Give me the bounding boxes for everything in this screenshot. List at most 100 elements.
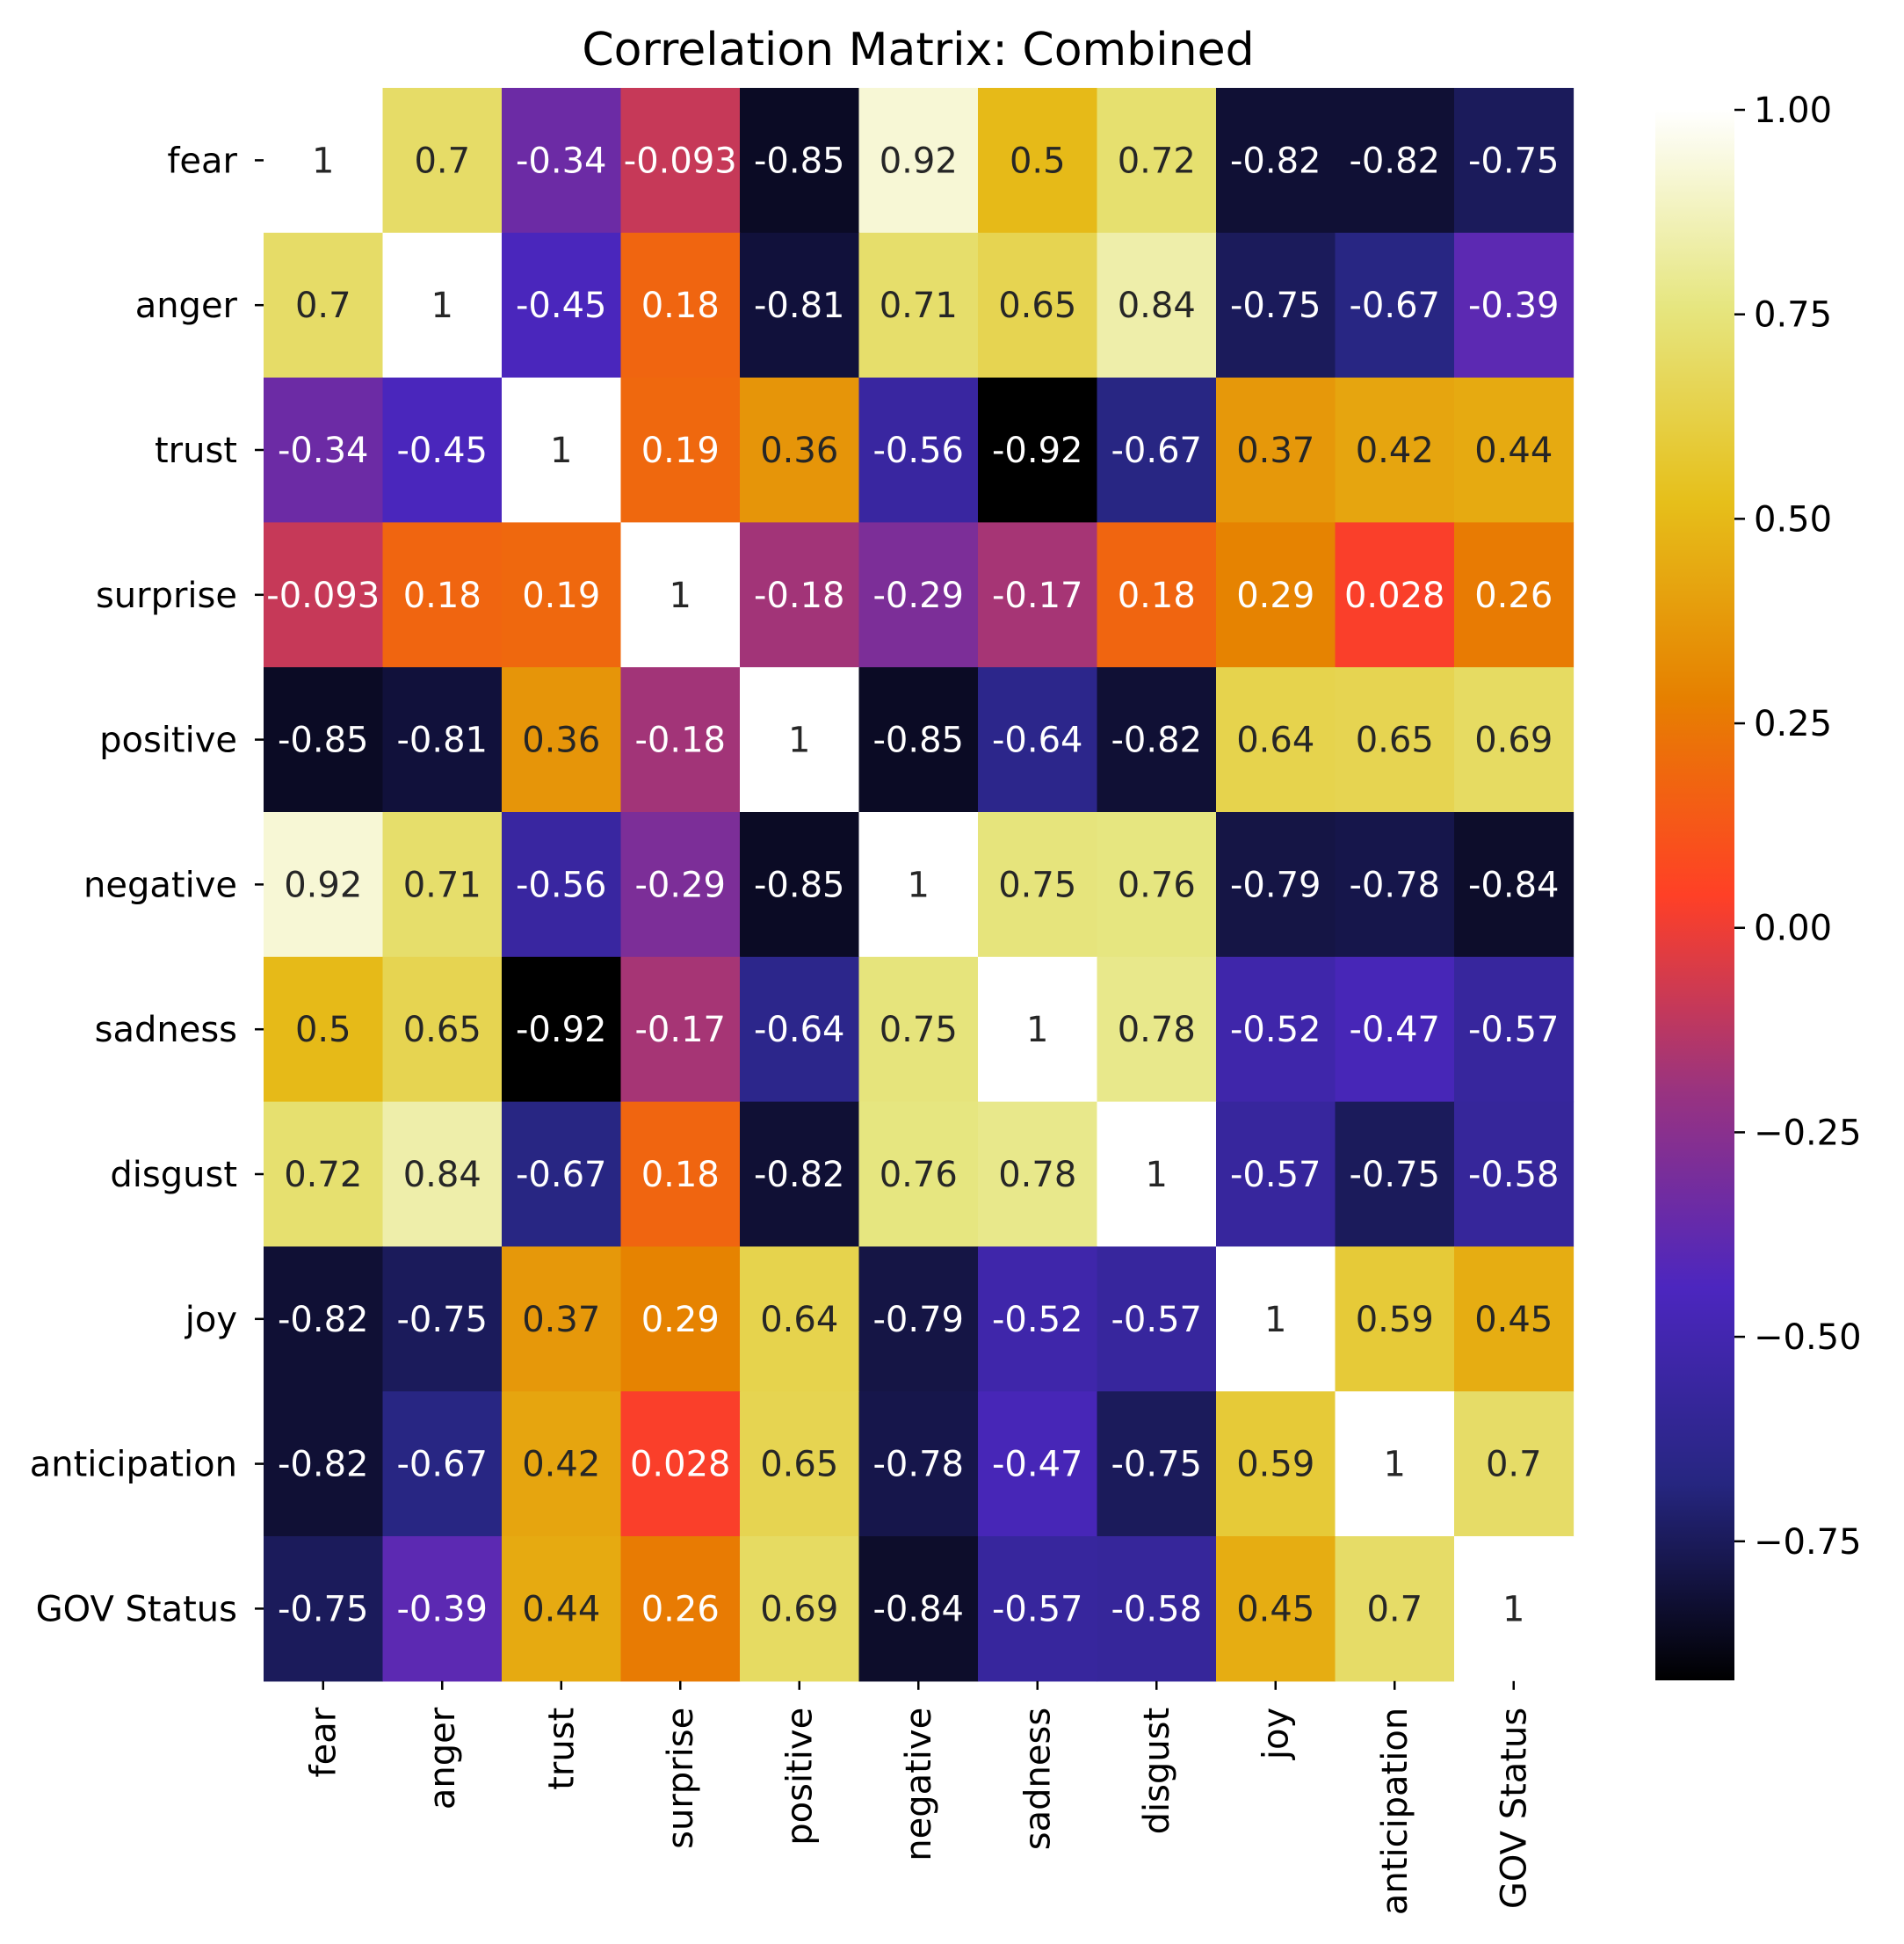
cell-value-label: 1 bbox=[431, 286, 453, 326]
x-tick-label: disgust bbox=[1137, 1708, 1177, 1835]
cell-value-label: -0.67 bbox=[397, 1445, 489, 1485]
cell-value-label: 0.18 bbox=[641, 286, 720, 326]
heatmap-cell bbox=[502, 1391, 622, 1537]
heatmap-cell bbox=[382, 1246, 503, 1392]
heatmap-cell bbox=[264, 522, 384, 668]
heatmap-cell bbox=[264, 812, 384, 958]
cell-value-label: 1 bbox=[1146, 1155, 1168, 1195]
cell-value-label: 0.64 bbox=[760, 1300, 838, 1340]
heatmap-cell bbox=[1335, 1246, 1455, 1392]
cell-value-label: -0.85 bbox=[754, 141, 845, 181]
cell-value-label: -0.85 bbox=[278, 721, 369, 761]
heatmap-cell bbox=[1097, 1101, 1217, 1247]
cell-value-label: 1 bbox=[670, 576, 691, 616]
heatmap-cell bbox=[1454, 377, 1575, 523]
heatmap-cell bbox=[620, 88, 741, 234]
heatmap-cell bbox=[620, 232, 741, 379]
cell-value-label: -0.52 bbox=[1230, 1010, 1321, 1050]
cell-value-label: 0.42 bbox=[522, 1445, 600, 1485]
cell-value-label: 1 bbox=[788, 721, 810, 761]
heatmap-cell bbox=[502, 88, 622, 234]
x-tick-label: sadness bbox=[1018, 1708, 1059, 1850]
heatmap-cell bbox=[382, 377, 503, 523]
cell-value-label: -0.75 bbox=[1468, 141, 1560, 181]
heatmap-cell bbox=[620, 522, 741, 668]
heatmap-cell bbox=[1454, 667, 1575, 813]
cell-value-label: 0.44 bbox=[1474, 431, 1553, 471]
x-tick-label: negative bbox=[899, 1708, 939, 1861]
heatmap-cell bbox=[1454, 1536, 1575, 1682]
heatmap-cell bbox=[264, 377, 384, 523]
heatmap-cell bbox=[264, 1246, 384, 1392]
cell-value-label: 0.29 bbox=[1236, 576, 1314, 616]
heatmap-cell bbox=[740, 1246, 860, 1392]
cell-value-label: -0.34 bbox=[516, 141, 607, 181]
x-tick-label: trust bbox=[542, 1708, 583, 1790]
heatmap-cell bbox=[1335, 377, 1455, 523]
cell-value-label: -0.82 bbox=[754, 1155, 845, 1195]
heatmap-cell bbox=[382, 232, 503, 379]
heatmap-cell bbox=[978, 1101, 1098, 1247]
y-tick-label: sadness bbox=[95, 1010, 237, 1050]
heatmap-cell bbox=[382, 667, 503, 813]
y-tick-label: negative bbox=[83, 865, 237, 905]
heatmap-cell bbox=[978, 232, 1098, 379]
x-tick-label: positive bbox=[780, 1708, 821, 1846]
cell-value-label: -0.64 bbox=[992, 721, 1083, 761]
cell-value-label: 0.5 bbox=[1010, 141, 1066, 181]
cell-value-label: 0.64 bbox=[1236, 721, 1314, 761]
heatmap-cell bbox=[620, 812, 741, 958]
heatmap-cell bbox=[502, 1246, 622, 1392]
colorbar-tick-label: 0.25 bbox=[1754, 704, 1832, 744]
cell-value-label: 0.36 bbox=[522, 721, 600, 761]
colorbar: 1.00 0.75 0.50 0.25 0.00 −0.25 −0.50 −0.75 bbox=[1655, 91, 1862, 1680]
cell-value-label: -0.79 bbox=[1230, 865, 1321, 905]
cell-value-label: -0.34 bbox=[278, 431, 369, 471]
cell-value-label: 0.028 bbox=[630, 1445, 731, 1485]
cell-value-label: 0.26 bbox=[1474, 576, 1553, 616]
heatmap-cell bbox=[1097, 812, 1217, 958]
cell-value-label: 0.76 bbox=[1118, 865, 1196, 905]
cell-value-label: 0.44 bbox=[522, 1589, 600, 1629]
heatmap-cell bbox=[1097, 956, 1217, 1103]
heatmap-cell bbox=[740, 812, 860, 958]
heatmap-cell bbox=[502, 1536, 622, 1682]
heatmap-cell bbox=[620, 1101, 741, 1247]
heatmap-cell bbox=[1216, 522, 1336, 668]
cell-value-label: -0.67 bbox=[516, 1155, 607, 1195]
heatmap-cell bbox=[264, 667, 384, 813]
y-tick-label: surprise bbox=[96, 576, 237, 616]
heatmap-cell bbox=[1335, 1391, 1455, 1537]
heatmap-cell bbox=[382, 812, 503, 958]
colorbar-tick-label: −0.75 bbox=[1754, 1522, 1862, 1563]
colorbar-gradient bbox=[1655, 110, 1734, 1680]
cell-value-label: 0.59 bbox=[1356, 1300, 1434, 1340]
cell-value-label: 0.84 bbox=[1118, 286, 1196, 326]
heatmap-cell bbox=[1216, 956, 1336, 1103]
cell-value-label: -0.64 bbox=[754, 1010, 845, 1050]
heatmap-cell bbox=[978, 377, 1098, 523]
heatmap-cell bbox=[1335, 956, 1455, 1103]
cell-value-label: -0.67 bbox=[1350, 286, 1441, 326]
colorbar-tick-label: −0.50 bbox=[1754, 1317, 1862, 1358]
cell-value-label: -0.58 bbox=[1468, 1155, 1560, 1195]
x-axis: fear anger trust surprise positive negative sa… bbox=[304, 1680, 1535, 1915]
y-tick-label: anger bbox=[135, 286, 238, 326]
y-tick-label: trust bbox=[155, 431, 237, 471]
heatmap-cell bbox=[978, 88, 1098, 234]
cell-value-label: -0.82 bbox=[278, 1445, 369, 1485]
heatmap-cell bbox=[1216, 377, 1336, 523]
heatmap-cell bbox=[1216, 812, 1336, 958]
heatmap-cell bbox=[1335, 812, 1455, 958]
cell-value-label: 0.18 bbox=[1118, 576, 1196, 616]
heatmap-cell bbox=[1335, 1536, 1455, 1682]
cell-value-label: 0.78 bbox=[998, 1155, 1076, 1195]
heatmap-cell bbox=[740, 1536, 860, 1682]
cell-value-label: 0.75 bbox=[880, 1010, 958, 1050]
cell-value-label: 1 bbox=[908, 865, 930, 905]
heatmap-cell bbox=[858, 377, 979, 523]
cell-value-label: -0.47 bbox=[1350, 1010, 1441, 1050]
heatmap-cell bbox=[1454, 812, 1575, 958]
cell-value-label: 0.71 bbox=[403, 865, 481, 905]
heatmap-cell bbox=[264, 88, 384, 234]
